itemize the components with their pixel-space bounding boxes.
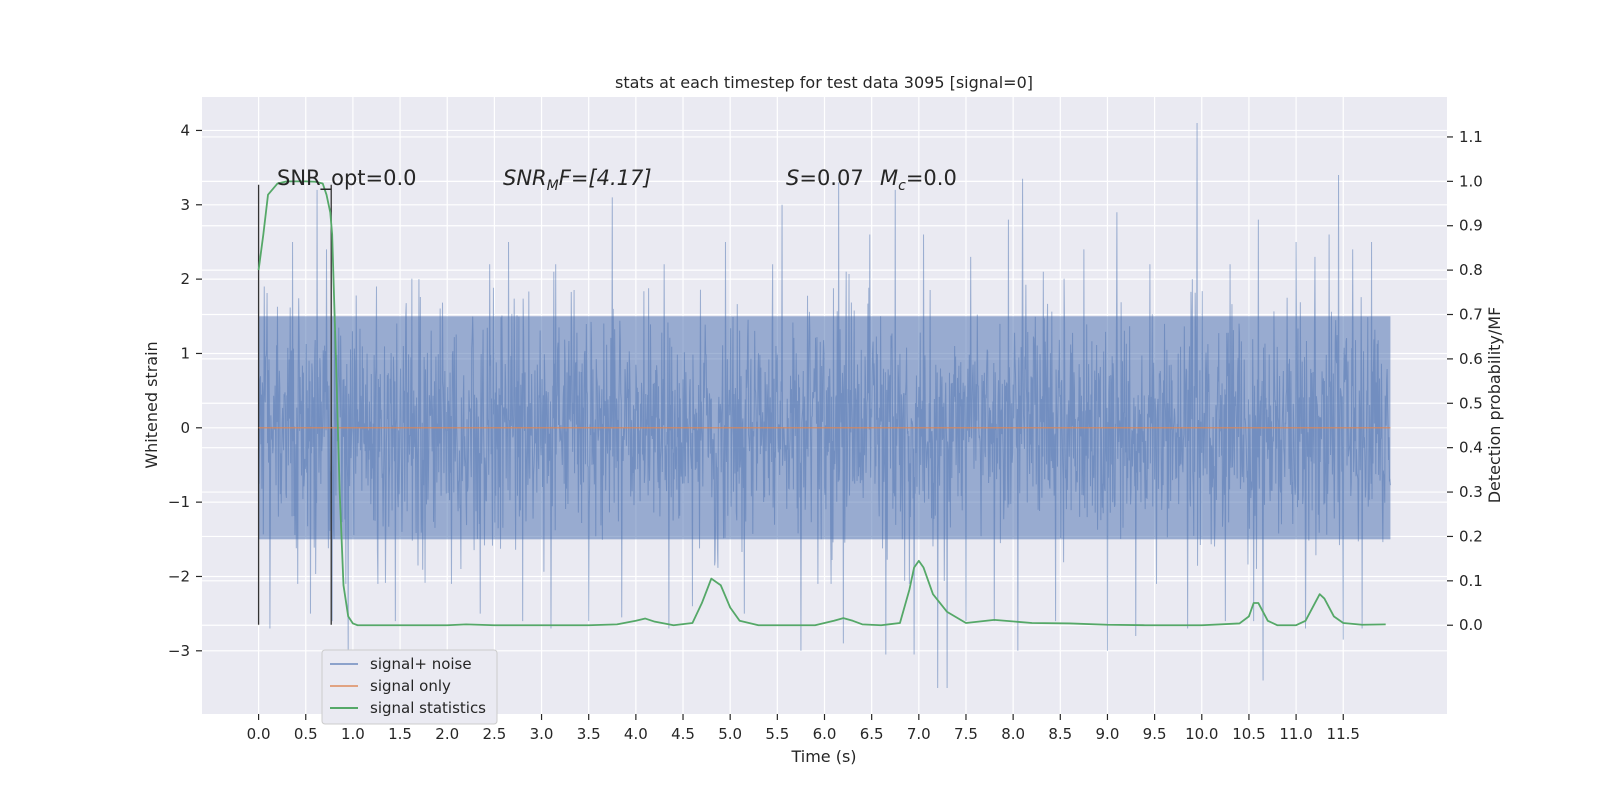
y-tick-label: 0 [180,419,190,437]
annotation-snr-mf: SNRMF=[4.17] [503,166,652,194]
y-tick-label: 4 [180,121,190,139]
y-right-tick-label: 0.4 [1459,439,1483,457]
x-tick-label: 10.0 [1185,725,1218,743]
chart-title: stats at each timestep for test data 309… [615,73,1033,92]
y-right-tick-label: 0.0 [1459,616,1483,634]
y-axis-label: Whitened strain [142,341,161,468]
x-tick-label: 1.0 [341,725,365,743]
x-tick-label: 4.5 [671,725,695,743]
x-tick-label: 7.5 [954,725,978,743]
axes: 0.0 0.5 1.0 1.5 2.0 2.5 3.0 3.5 4.0 4.5 5.0 5.5 6.0 6… [168,121,1483,743]
y-right-tick-label: 0.8 [1459,261,1483,279]
x-tick-label: 4.0 [624,725,648,743]
y-right-tick-label: 0.7 [1459,306,1483,324]
x-tick-label: 9.0 [1096,725,1120,743]
y-right-tick-label: 0.6 [1459,350,1483,368]
y-tick-label: 1 [180,344,190,362]
legend-box [321,649,498,725]
y-tick-label: 2 [180,270,190,288]
legend-label-signal-only: signal only [370,677,451,695]
snr-mf-main: SNR [503,166,547,190]
x-tick-label: 9.5 [1143,725,1167,743]
snr-mf-rest: F=[4.17] [559,166,652,190]
y-tick-label: −1 [168,493,190,511]
y-tick-label: −3 [168,642,190,660]
x-tick-label: 10.5 [1232,725,1265,743]
y-right-tick-label: 0.5 [1459,394,1483,412]
x-tick-label: 3.5 [577,725,601,743]
x-tick-label: 6.0 [813,725,837,743]
x-tick-label: 2.5 [482,725,506,743]
x-tick-label: 11.5 [1327,725,1360,743]
y-tick-label: −2 [168,567,190,585]
x-tick-label: 2.0 [435,725,459,743]
y-right-tick-label: 0.9 [1459,217,1483,235]
legend-label-signal-statistics: signal statistics [370,699,486,717]
x-tick-label: 7.0 [907,725,931,743]
y-right-tick-label: 0.3 [1459,483,1483,501]
x-axis-label: Time (s) [790,747,856,766]
data-layer [257,123,1391,688]
y-right-tick-label: 1.0 [1459,172,1483,190]
y-right-tick-label: 0.1 [1459,572,1483,590]
y-right-tick-label: 1.1 [1459,128,1483,146]
s-main: S [786,166,799,190]
s-rest: =0.07 [799,166,863,190]
x-tick-label: 11.0 [1279,725,1312,743]
mc-rest: =0.0 [906,166,957,190]
x-tick-label: 8.0 [1001,725,1025,743]
x-tick-label: 5.0 [718,725,742,743]
x-tick-label: 0.0 [247,725,271,743]
annotation-snr-opt: SNR_opt=0.0 [277,166,417,191]
x-tick-label: 0.5 [294,725,318,743]
annotation-mc: Mc=0.0 [880,166,957,194]
y-tick-label: 3 [180,196,190,214]
series-signal-noise-line [258,123,1391,688]
legend: signal+ noise signal only signal statist… [321,649,498,725]
y-axis-right-label: Detection probability/MF [1485,307,1504,504]
series-signal-statistics-line [257,180,1386,627]
x-tick-label: 3.0 [530,725,554,743]
x-tick-label: 5.5 [765,725,789,743]
legend-label-signal-noise: signal+ noise [370,655,472,673]
mc-main: M [880,166,898,190]
mc-sub: c [898,178,906,194]
x-tick-label: 8.5 [1048,725,1072,743]
y-right-tick-label: 0.2 [1459,527,1483,545]
x-tick-label: 6.5 [860,725,884,743]
snr-mf-sub: M [547,178,559,194]
annotation-s: S=0.07 [786,166,864,190]
x-tick-label: 1.5 [388,725,412,743]
